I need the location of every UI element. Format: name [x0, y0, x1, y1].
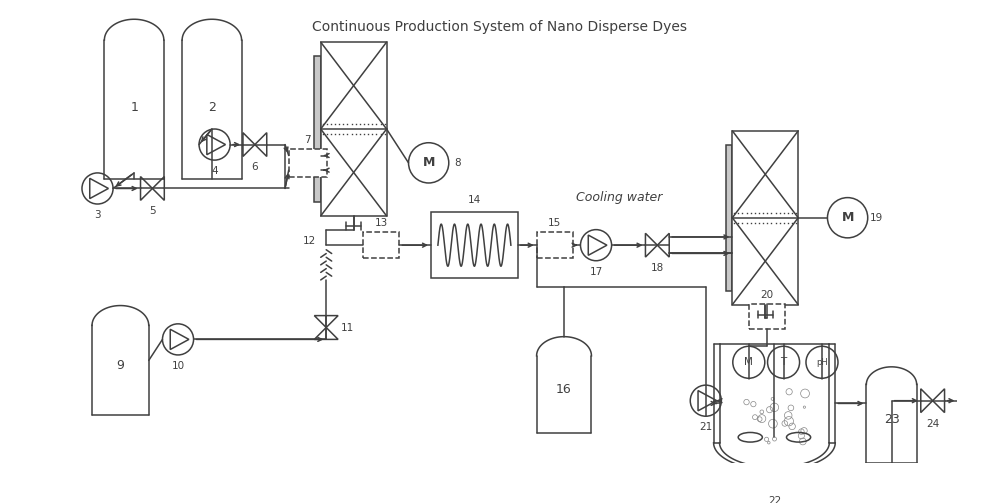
Text: 11: 11: [341, 322, 354, 332]
Text: 21: 21: [699, 422, 712, 432]
Text: 18: 18: [651, 263, 664, 273]
Text: 3: 3: [94, 210, 101, 220]
Text: 15: 15: [548, 218, 562, 228]
Text: 6: 6: [252, 162, 258, 173]
Text: 1: 1: [130, 101, 138, 114]
Text: 8: 8: [455, 158, 461, 168]
Text: 23: 23: [884, 413, 899, 426]
Bar: [289, 149, 327, 177]
Text: 10: 10: [171, 361, 185, 371]
Bar: [732, 131, 798, 305]
Text: 19: 19: [870, 213, 883, 223]
Text: 16: 16: [556, 383, 572, 396]
Text: 12: 12: [303, 235, 316, 245]
Text: 9: 9: [116, 360, 124, 372]
Text: T: T: [780, 357, 787, 367]
Text: 7: 7: [305, 135, 311, 145]
Bar: [431, 212, 518, 278]
Bar: [749, 304, 785, 329]
Text: M: M: [841, 211, 854, 224]
Text: pH: pH: [816, 358, 828, 367]
Text: M: M: [744, 357, 753, 367]
Text: 2: 2: [208, 101, 216, 114]
Text: 17: 17: [589, 267, 603, 277]
Text: M: M: [422, 156, 435, 170]
Text: Continuous Production System of Nano Disperse Dyes: Continuous Production System of Nano Dis…: [312, 20, 688, 34]
Text: 24: 24: [926, 418, 939, 429]
Bar: [363, 232, 399, 258]
Text: 13: 13: [374, 218, 388, 228]
Text: 20: 20: [761, 290, 774, 300]
Text: 14: 14: [468, 195, 481, 205]
Text: 22: 22: [768, 496, 781, 503]
Text: Cooling water: Cooling water: [576, 191, 662, 204]
Bar: [314, 56, 321, 202]
Bar: [726, 145, 732, 291]
Bar: [537, 232, 573, 258]
Text: 4: 4: [211, 166, 218, 176]
Text: 5: 5: [149, 206, 156, 216]
Bar: [321, 42, 387, 216]
